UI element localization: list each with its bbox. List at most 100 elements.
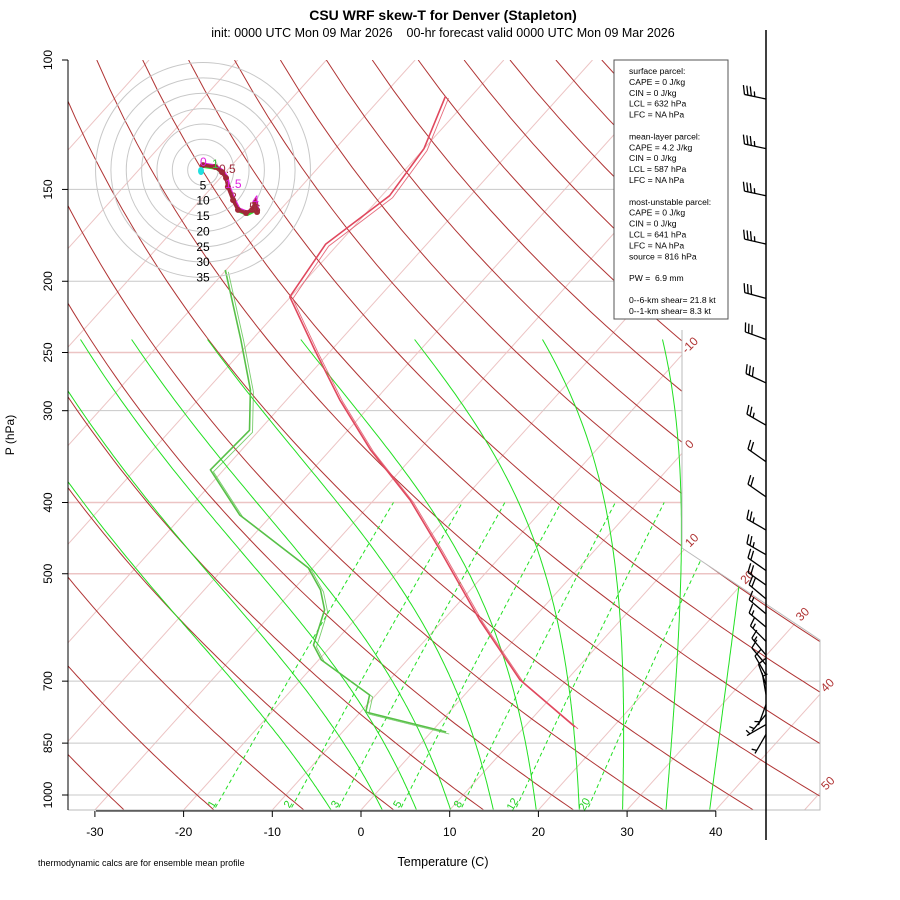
hodograph-ring-label: 20 bbox=[196, 224, 210, 238]
isotherm-line bbox=[626, 60, 820, 810]
wind-barb bbox=[747, 548, 767, 572]
y-tick-label: 700 bbox=[41, 671, 55, 691]
isotherm-line bbox=[893, 60, 900, 810]
stats-line: LCL = 632 hPa bbox=[629, 99, 686, 109]
mixing-ratio-label: 2 bbox=[282, 799, 295, 810]
x-tick-label: 0 bbox=[358, 825, 365, 839]
wind-barb-half bbox=[751, 610, 755, 616]
hodograph-ring bbox=[171, 138, 235, 202]
wind-barb-full bbox=[750, 550, 755, 561]
y-tick-label: 850 bbox=[41, 733, 55, 753]
mixing-ratio-label: 20 bbox=[577, 796, 594, 813]
mixing-ratio-line bbox=[211, 502, 394, 810]
moist-adiabat-line bbox=[68, 339, 334, 810]
x-tick-label: 20 bbox=[532, 825, 546, 839]
hodograph-height-label: 0 bbox=[200, 155, 207, 169]
wind-barb-full bbox=[746, 534, 750, 544]
hodograph-point bbox=[242, 209, 249, 216]
mixing-ratio-line bbox=[458, 502, 616, 810]
wind-barb-full bbox=[754, 648, 762, 657]
moist-adiabat-line bbox=[414, 339, 580, 810]
stats-line: LFC = NA hPa bbox=[629, 110, 684, 120]
wind-barb bbox=[751, 639, 767, 666]
hodograph-point bbox=[211, 163, 218, 170]
hodograph-height-label: 6 bbox=[254, 202, 261, 216]
background-grid bbox=[68, 60, 900, 810]
wind-barb-staff bbox=[749, 625, 767, 642]
wind-barbs bbox=[742, 84, 768, 754]
isotherm-label: 50 bbox=[818, 773, 838, 793]
wind-barb bbox=[748, 603, 767, 628]
moist-adiabat-line bbox=[207, 339, 495, 810]
wind-barb-staff bbox=[751, 637, 767, 656]
chart-title: CSU WRF skew-T for Denver (Stapleton) bbox=[309, 7, 577, 23]
wind-barb bbox=[747, 474, 767, 498]
x-tick-label: 10 bbox=[443, 825, 457, 839]
hodograph-point bbox=[223, 174, 230, 181]
wind-barb-full bbox=[747, 548, 752, 559]
temperature-profile bbox=[288, 95, 576, 728]
wind-barb-full bbox=[749, 136, 752, 146]
wind-barb bbox=[749, 617, 767, 642]
wind-barb-full bbox=[748, 590, 754, 600]
wind-barb-staff bbox=[748, 584, 767, 600]
dry-adiabat-line bbox=[325, 60, 820, 810]
wind-barb-full bbox=[745, 364, 748, 374]
wind-barb-staff bbox=[744, 292, 767, 299]
wind-barb bbox=[747, 439, 767, 463]
x-tick-label: -10 bbox=[264, 825, 282, 839]
hodograph-ring-label: 30 bbox=[196, 255, 210, 269]
wind-barb-staff bbox=[746, 413, 767, 426]
stats-line: most-unstable parcel: bbox=[629, 197, 711, 207]
wind-barb-full bbox=[749, 617, 756, 627]
x-tick-label: 30 bbox=[620, 825, 634, 839]
hodograph-storm-motion-marker bbox=[198, 167, 204, 175]
isotherm-line bbox=[68, 60, 682, 810]
isotherm-label: 10 bbox=[682, 530, 702, 550]
wind-barb-full bbox=[751, 639, 758, 649]
y-tick-label: 400 bbox=[41, 492, 55, 512]
wind-barb-full bbox=[746, 135, 749, 145]
hodograph-point bbox=[224, 183, 231, 190]
wind-barb-staff bbox=[747, 557, 767, 572]
y-tick-label: 100 bbox=[41, 50, 55, 70]
wind-barb bbox=[761, 672, 768, 695]
wind-barb-staff bbox=[747, 448, 767, 463]
y-tick-label: 1000 bbox=[41, 781, 55, 808]
hodograph-ring-label: 35 bbox=[196, 270, 210, 284]
hodograph-ring bbox=[95, 62, 311, 278]
wind-barb bbox=[751, 629, 767, 656]
y-tick-label: 150 bbox=[41, 179, 55, 199]
wind-barb-staff bbox=[744, 238, 767, 245]
hodograph-point bbox=[230, 197, 237, 204]
hodograph-height-label: 5 bbox=[249, 200, 256, 214]
mixing-ratio-label: 8 bbox=[452, 799, 465, 810]
wind-barb-staff bbox=[747, 571, 767, 586]
dry-adiabat-line bbox=[142, 60, 820, 810]
isotherm-line bbox=[804, 60, 820, 810]
wind-barb-full bbox=[746, 509, 750, 520]
hodograph-ring-label: 10 bbox=[196, 194, 210, 208]
isotherm-line bbox=[271, 60, 820, 810]
wind-barb-full bbox=[749, 231, 753, 241]
plot-frame bbox=[68, 330, 821, 811]
wind-barb bbox=[749, 714, 767, 732]
wind-barb-half bbox=[762, 673, 768, 677]
hodograph-point bbox=[200, 162, 206, 169]
wind-barb-half bbox=[752, 517, 755, 523]
wind-barb-full bbox=[750, 476, 755, 487]
hodograph-point bbox=[249, 206, 256, 213]
wind-barb bbox=[745, 364, 767, 384]
wind-barb-full bbox=[748, 603, 754, 614]
moist-adiabat-line bbox=[131, 339, 453, 810]
stats-line: surface parcel: bbox=[629, 66, 685, 76]
y-tick-label: 250 bbox=[41, 342, 55, 362]
stats-line: CIN = 0 J/kg bbox=[629, 153, 677, 163]
stats-line: mean-layer parcel: bbox=[629, 131, 700, 141]
chart-subtitle: init: 0000 UTC Mon 09 Mar 2026 00-hr for… bbox=[211, 26, 674, 40]
wind-barb-staff bbox=[744, 190, 767, 197]
wind-barb-full bbox=[746, 230, 749, 240]
stats-line: CIN = 0 J/kg bbox=[629, 88, 677, 98]
mixing-ratio-line bbox=[287, 502, 463, 810]
